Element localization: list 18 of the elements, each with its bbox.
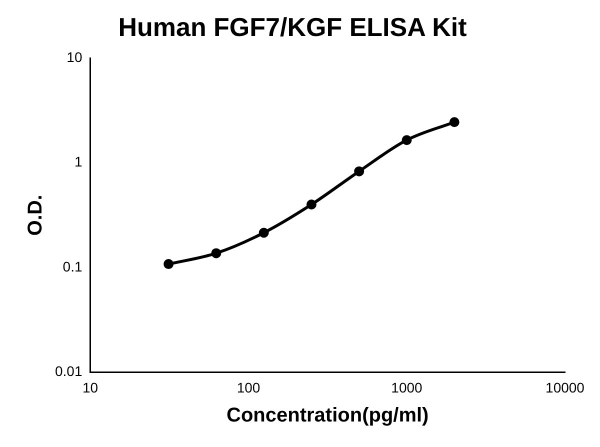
x-tick-label: 100 — [236, 379, 260, 396]
y-tick-label: 10 — [66, 49, 82, 66]
x-axis-title: Concentration(pg/ml) — [226, 404, 429, 427]
point — [306, 200, 316, 210]
y-axis-title: O.D. — [24, 194, 47, 236]
y-tick-label: 1 — [74, 154, 82, 170]
chart-title: Human FGF7/KGF ELISA Kit — [118, 12, 468, 42]
point — [164, 259, 174, 270]
y-tick-label: 0.01 — [55, 363, 82, 380]
point — [402, 135, 412, 146]
x-tick-label: 1000 — [391, 379, 423, 396]
point — [258, 228, 269, 238]
point — [211, 248, 222, 258]
x-tick-label: 10000 — [546, 379, 585, 396]
point — [354, 166, 364, 176]
point — [449, 117, 460, 128]
y-tick-label: 0.1 — [62, 258, 82, 274]
x-tick-label: 10 — [82, 379, 98, 396]
